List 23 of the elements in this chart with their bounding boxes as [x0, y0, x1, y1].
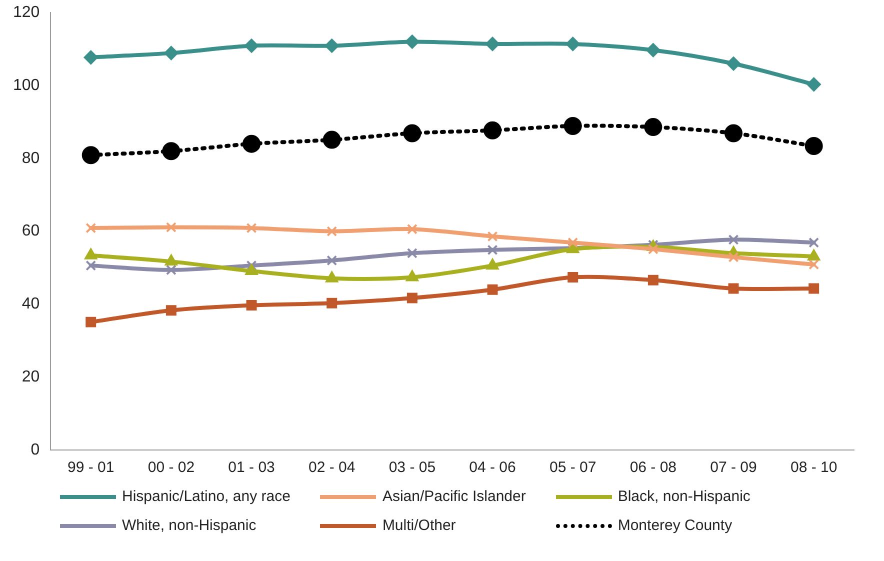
y-tick-label: 40 — [22, 296, 40, 313]
x-tick-label: 04 - 06 — [469, 459, 516, 476]
legend-label: Asian/Pacific Islander — [382, 488, 526, 505]
x-tick-label: 08 - 10 — [790, 459, 838, 476]
y-tick-label: 80 — [22, 150, 40, 167]
y-tick-label: 120 — [12, 4, 40, 22]
legend-label: Hispanic/Latino, any race — [122, 488, 290, 505]
y-tick-label: 100 — [12, 76, 40, 94]
x-tick-label: 01 - 03 — [228, 459, 275, 476]
y-tick-label: 20 — [22, 368, 40, 386]
legend-label: Black, non-Hispanic — [618, 488, 750, 505]
x-tick-label: 03 - 05 — [388, 459, 436, 476]
x-tick-label: 99 - 01 — [68, 459, 114, 476]
legend-label: Monterey County — [618, 517, 732, 534]
legend-label: White, non-Hispanic — [122, 517, 256, 534]
x-tick-label: 07 - 09 — [710, 459, 757, 476]
x-tick-label: 02 - 04 — [308, 459, 356, 476]
y-tick-label: 60 — [22, 222, 40, 240]
x-tick-label: 00 - 02 — [148, 459, 195, 476]
legend-label: Multi/Other — [382, 517, 456, 534]
x-tick-label: 06 - 08 — [630, 459, 677, 476]
y-tick-label: 0 — [30, 441, 40, 458]
x-tick-label: 05 - 07 — [549, 459, 596, 476]
